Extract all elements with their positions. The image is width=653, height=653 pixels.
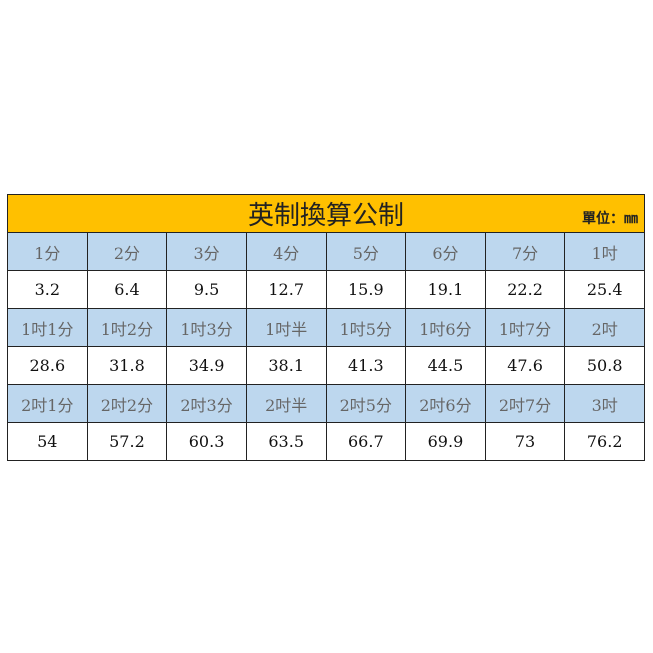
inch-label-cell: 1吋半 xyxy=(245,308,327,347)
inch-label-cell: 5分 xyxy=(325,232,407,271)
inch-label-cell: 1吋1分 xyxy=(7,308,88,347)
inch-label-cell: 1吋7分 xyxy=(484,308,566,347)
title-cell: 英制換算公制 單位：㎜ xyxy=(7,194,645,233)
mm-value-cell: 60.3 xyxy=(166,422,247,461)
conversion-table: 英制換算公制 單位：㎜ 1分 2分 3分 4分 5分 6分 7分 1吋 3.2 6.4 9.5 12.… xyxy=(7,194,645,461)
mm-value-cell: 50.8 xyxy=(564,346,645,385)
inch-label-cell: 3分 xyxy=(166,232,247,271)
mm-value-cell: 19.1 xyxy=(405,270,486,309)
mm-value-cell: 22.2 xyxy=(484,270,566,309)
mm-value-cell: 3.2 xyxy=(7,270,88,309)
mm-value-cell: 69.9 xyxy=(405,422,486,461)
inch-label-cell: 2吋6分 xyxy=(405,384,486,423)
inch-label-cell: 2吋半 xyxy=(245,384,327,423)
mm-value-cell: 28.6 xyxy=(7,346,88,385)
mm-value-cell: 31.8 xyxy=(86,346,168,385)
mm-value-cell: 44.5 xyxy=(405,346,486,385)
mm-value-cell: 54 xyxy=(7,422,88,461)
table-title: 英制換算公制 xyxy=(247,201,404,231)
inch-label-cell: 2吋2分 xyxy=(86,384,168,423)
inch-label-cell: 2吋1分 xyxy=(7,384,88,423)
inch-label-cell: 4分 xyxy=(245,232,327,271)
mm-value-cell: 41.3 xyxy=(325,346,407,385)
inch-label-cell: 6分 xyxy=(405,232,486,271)
inch-label-cell: 1吋3分 xyxy=(166,308,247,347)
inch-header-row: 1分 2分 3分 4分 5分 6分 7分 1吋 xyxy=(7,232,645,271)
inch-label-cell: 1吋2分 xyxy=(86,308,168,347)
inch-header-row: 1吋1分 1吋2分 1吋3分 1吋半 1吋5分 1吋6分 1吋7分 2吋 xyxy=(7,308,645,347)
mm-value-cell: 25.4 xyxy=(564,270,645,309)
mm-value-row: 3.2 6.4 9.5 12.7 15.9 19.1 22.2 25.4 xyxy=(7,270,645,309)
mm-value-row: 54 57.2 60.3 63.5 66.7 69.9 73 76.2 xyxy=(7,422,645,461)
mm-value-cell: 57.2 xyxy=(86,422,168,461)
unit-label: 單位：㎜ xyxy=(582,211,638,227)
mm-value-cell: 9.5 xyxy=(166,270,247,309)
mm-value-cell: 15.9 xyxy=(325,270,407,309)
title-row: 英制換算公制 單位：㎜ xyxy=(7,194,645,233)
inch-label-cell: 2吋7分 xyxy=(484,384,566,423)
mm-value-cell: 66.7 xyxy=(325,422,407,461)
inch-label-cell: 1吋5分 xyxy=(325,308,407,347)
inch-label-cell: 2吋 xyxy=(564,308,645,347)
inch-label-cell: 3吋 xyxy=(564,384,645,423)
mm-value-cell: 63.5 xyxy=(245,422,327,461)
inch-label-cell: 2吋5分 xyxy=(325,384,407,423)
inch-label-cell: 2吋3分 xyxy=(166,384,247,423)
mm-value-cell: 76.2 xyxy=(564,422,645,461)
inch-label-cell: 1吋6分 xyxy=(405,308,486,347)
mm-value-cell: 38.1 xyxy=(245,346,327,385)
inch-header-row: 2吋1分 2吋2分 2吋3分 2吋半 2吋5分 2吋6分 2吋7分 3吋 xyxy=(7,384,645,423)
mm-value-cell: 12.7 xyxy=(245,270,327,309)
inch-label-cell: 7分 xyxy=(484,232,566,271)
mm-value-cell: 47.6 xyxy=(484,346,566,385)
mm-value-cell: 6.4 xyxy=(86,270,168,309)
inch-label-cell: 2分 xyxy=(86,232,168,271)
mm-value-cell: 73 xyxy=(484,422,566,461)
mm-value-cell: 34.9 xyxy=(166,346,247,385)
mm-value-row: 28.6 31.8 34.9 38.1 41.3 44.5 47.6 50.8 xyxy=(7,346,645,385)
inch-label-cell: 1分 xyxy=(7,232,88,271)
inch-label-cell: 1吋 xyxy=(564,232,645,271)
